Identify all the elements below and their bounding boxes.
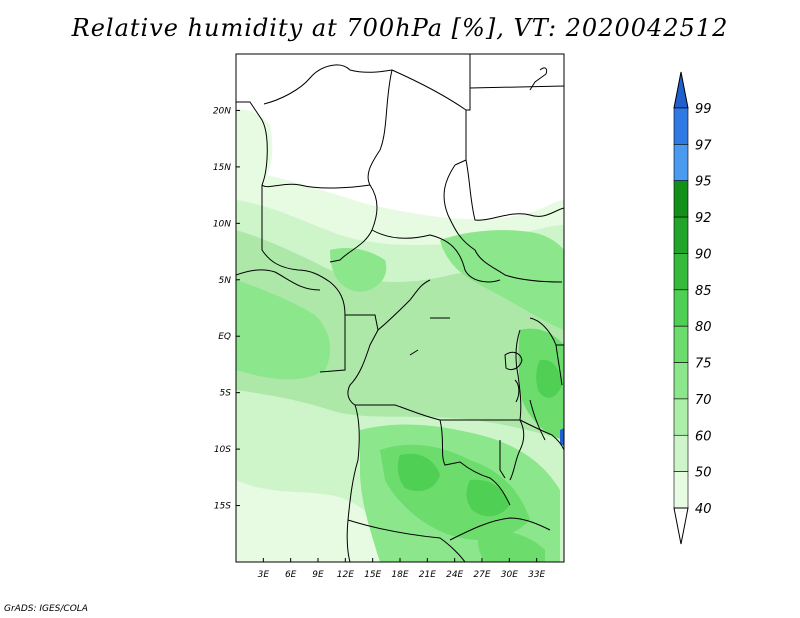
x-tick-label: 3E bbox=[258, 570, 270, 580]
colorbar-bottom-arrow bbox=[673, 507, 689, 545]
colorbar-label: 92 bbox=[695, 211, 712, 226]
y-tick-label: 10S bbox=[214, 445, 231, 455]
colorbar-label: 95 bbox=[695, 175, 712, 190]
colorbar-swatch bbox=[673, 434, 689, 472]
x-tick-label: 12E bbox=[337, 570, 354, 580]
colorbar-swatch bbox=[673, 180, 689, 218]
colorbar-label: 99 bbox=[695, 102, 712, 117]
map-title: Relative humidity at 700hPa [%], VT: 202… bbox=[71, 14, 729, 42]
colorbar-swatch bbox=[673, 216, 689, 254]
colorbar-swatch bbox=[673, 107, 689, 145]
colorbar-label: 70 bbox=[695, 393, 712, 408]
y-tick-label: 20N bbox=[213, 106, 231, 116]
x-tick-label: 30E bbox=[501, 570, 518, 580]
colorbar-label: 90 bbox=[695, 247, 712, 262]
longitude-axis: 3E 6E 9E 12E 15E 18E 21E 24E 27E 30E 33E bbox=[258, 558, 546, 580]
colorbar-label: 97 bbox=[695, 138, 712, 153]
country-borders bbox=[236, 54, 564, 562]
y-tick-label: 5N bbox=[219, 276, 232, 286]
colorbar-top-arrow bbox=[673, 71, 689, 109]
colorbar-label: 50 bbox=[695, 466, 712, 481]
colorbar-swatch bbox=[673, 398, 689, 436]
x-tick-label: 21E bbox=[419, 570, 436, 580]
y-tick-label: 15N bbox=[213, 163, 231, 173]
colorbar-swatch bbox=[673, 325, 689, 363]
x-tick-label: 15E bbox=[364, 570, 381, 580]
credit-label: GrADS: IGES/COLA bbox=[4, 604, 88, 614]
colorbar-swatch bbox=[673, 289, 689, 327]
colorbar-swatch bbox=[673, 362, 689, 400]
x-tick-label: 24E bbox=[446, 570, 463, 580]
x-tick-label: 6E bbox=[285, 570, 297, 580]
latitude-axis: 20N 15N 10N 5N EQ 5S 10S 15S bbox=[213, 106, 240, 512]
x-tick-label: 18E bbox=[391, 570, 408, 580]
colorbar-label: 40 bbox=[695, 502, 712, 517]
y-tick-label: EQ bbox=[218, 332, 231, 342]
colorbar-swatch bbox=[673, 471, 689, 509]
colorbar: 99 97 95 92 90 85 80 75 70 60 50 40 bbox=[673, 71, 712, 545]
colorbar-swatch bbox=[673, 144, 689, 182]
y-tick-label: 5S bbox=[220, 389, 232, 399]
colorbar-label: 60 bbox=[695, 429, 712, 444]
x-tick-label: 27E bbox=[473, 570, 490, 580]
y-tick-label: 10N bbox=[213, 219, 231, 229]
colorbar-label: 75 bbox=[695, 357, 712, 372]
x-tick-label: 33E bbox=[528, 570, 545, 580]
y-tick-label: 15S bbox=[214, 502, 231, 512]
humidity-field bbox=[236, 54, 564, 562]
colorbar-label: 80 bbox=[695, 320, 712, 335]
colorbar-label: 85 bbox=[695, 284, 712, 299]
x-tick-label: 9E bbox=[312, 570, 324, 580]
colorbar-swatch bbox=[673, 253, 689, 291]
